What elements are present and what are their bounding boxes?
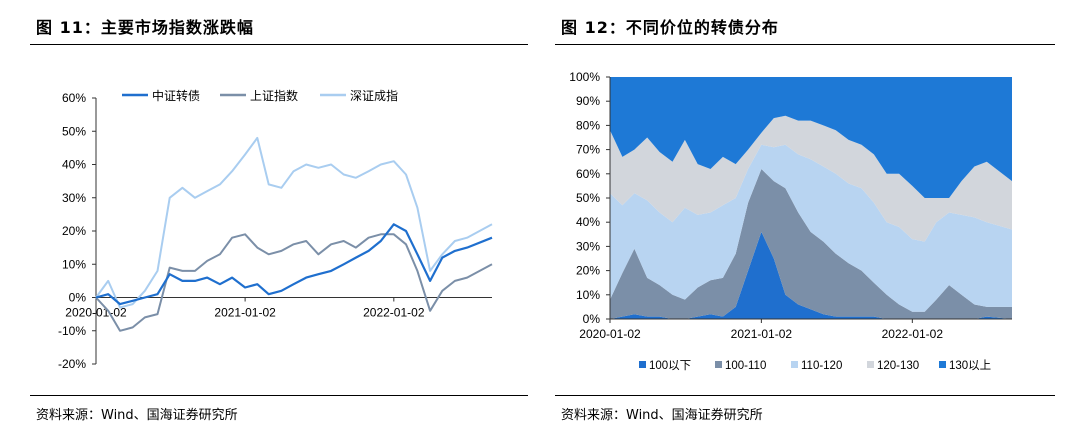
y-tick-label: 30% [576, 239, 600, 253]
y-tick-label: 10% [62, 257, 86, 271]
legend-label: 上证指数 [250, 88, 298, 103]
legend-label: 100-110 [725, 360, 766, 372]
x-tick-label: 2020-01-02 [579, 327, 641, 341]
legend-label: 深证成指 [350, 88, 398, 103]
y-tick-label: 70% [576, 143, 600, 157]
title-rule [555, 44, 1055, 45]
x-tick-label: 2022-01-02 [363, 306, 425, 320]
y-tick-label: 0% [583, 312, 601, 326]
legend-swatch [715, 361, 722, 368]
source-note: 资料来源：Wind、国海证券研究所 [36, 408, 238, 423]
y-tick-label: 10% [576, 288, 600, 302]
area-band-3 [610, 115, 1012, 242]
area-band-1 [610, 169, 1012, 319]
x-tick-label: 2020-01-02 [65, 306, 127, 320]
y-tick-label: 40% [62, 158, 86, 172]
title-rule [30, 44, 528, 45]
chart-title: 图 11：主要市场指数涨跌幅 [36, 18, 254, 37]
area-band-2 [610, 144, 1012, 312]
legend-swatch [791, 361, 798, 368]
y-tick-label: 20% [62, 224, 86, 238]
area-band-4 [610, 77, 1012, 198]
y-tick-label: 50% [62, 124, 86, 138]
y-tick-label: 90% [576, 94, 600, 108]
y-tick-label: 100% [569, 70, 600, 84]
legend-swatch [939, 361, 946, 368]
legend-label: 120-130 [877, 360, 919, 372]
x-tick-label: 2021-01-02 [214, 306, 276, 320]
legend-label: 中证转债 [152, 88, 200, 103]
y-tick-label: -20% [58, 357, 86, 371]
series-line-1 [95, 233, 493, 332]
series-line-2 [95, 136, 493, 309]
y-tick-label: 20% [576, 264, 600, 278]
line-chart: -20% -10% 0% 10% 20% 30% 40% 50% 60% 2020-01-02 20… [58, 88, 493, 371]
right-panel: 图 12：不同价位的转债分布 0% 10% 20% 30% 40% 50% 60% 70% 80… [555, 0, 1055, 435]
y-tick-label: 30% [62, 191, 86, 205]
stacked-area-chart: 0% 10% 20% 30% 40% 50% 60% 70% 80% 90% 100% 2020-01… [569, 70, 1012, 372]
series-line-0 [95, 223, 493, 306]
legend-label: 130以上 [949, 359, 991, 372]
legend-label: 110-120 [801, 360, 842, 372]
y-tick-label: 40% [576, 215, 600, 229]
x-tick-label: 2021-01-02 [731, 327, 793, 341]
x-tick-label: 2022-01-02 [882, 327, 944, 341]
left-panel: 图 11：主要市场指数涨跌幅 -20% -10% 0% 10% 20% 30% 40% 50%… [30, 0, 528, 435]
y-tick-label: 0% [69, 291, 87, 305]
legend-swatch [867, 361, 874, 368]
legend-label: 100以下 [649, 359, 691, 372]
y-tick-label: 50% [576, 191, 600, 205]
chart-title: 图 12：不同价位的转债分布 [561, 18, 779, 37]
y-tick-label: 60% [62, 91, 86, 105]
y-tick-label: 80% [576, 118, 600, 132]
source-rule [555, 395, 1055, 396]
y-tick-label: -10% [58, 324, 86, 338]
y-tick-label: 60% [576, 167, 600, 181]
source-rule [30, 395, 528, 396]
legend-swatch [639, 361, 646, 368]
source-note: 资料来源：Wind、国海证券研究所 [561, 408, 763, 423]
